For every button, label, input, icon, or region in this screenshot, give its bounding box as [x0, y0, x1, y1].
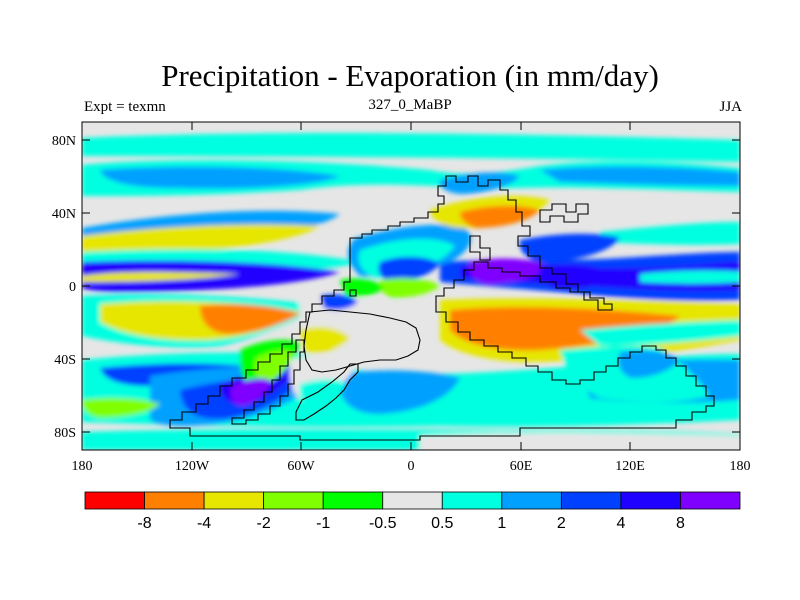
- colorbar-swatch-7: [501, 491, 562, 510]
- colorbar-swatch-2: [203, 491, 265, 510]
- lat-label-80n: 80N: [52, 134, 76, 149]
- lat-label-40s: 40S: [54, 353, 76, 368]
- colorbar-swatch-1: [144, 491, 205, 510]
- colorbar-label-5: 0.5: [431, 515, 453, 532]
- colorbar-swatch-6: [441, 491, 503, 510]
- lat-label-80s: 80S: [54, 426, 76, 441]
- colorbar-swatch-9: [620, 491, 681, 510]
- lon-label-180e: 180: [730, 459, 751, 474]
- lat-label-40n: 40N: [52, 207, 76, 222]
- lat-axis: 80N 40N 0 40S 80S: [52, 134, 740, 441]
- colorbar-label-2: -2: [257, 515, 271, 532]
- season-label: JJA: [719, 99, 742, 115]
- period-label: 327_0_MaBP: [368, 97, 452, 113]
- chart-title: Precipitation - Evaporation (in mm/day): [161, 58, 659, 93]
- lon-label-120w: 120W: [175, 459, 210, 474]
- lon-label-180w: 180: [72, 459, 93, 474]
- colorbar-swatch-8: [560, 491, 622, 510]
- colorbar-label-1: -4: [197, 515, 211, 532]
- experiment-label: Expt = texmn: [84, 99, 166, 115]
- lon-label-120e: 120E: [615, 459, 645, 474]
- colorbar-swatch-10: [680, 491, 741, 510]
- colorbar-label-8: 4: [616, 515, 625, 532]
- lon-label-60w: 60W: [287, 459, 315, 474]
- colorbar-swatch-3: [263, 491, 324, 510]
- colorbar-label-9: 8: [676, 515, 685, 532]
- colorbar-swatch-4: [322, 491, 384, 510]
- colorbar-swatch-5: [382, 491, 443, 510]
- lat-label-equator: 0: [69, 280, 76, 295]
- lon-axis: 180 120W 60W 0 60E 120E 180: [72, 122, 751, 474]
- colorbar-label-7: 2: [557, 515, 566, 532]
- colorbar-label-4: -0.5: [369, 515, 397, 532]
- colorbar: -8 -4 -2 -1 -0.5 0.5 1 2 4 8: [84, 491, 741, 532]
- colorbar-label-3: -1: [316, 515, 330, 532]
- colorbar-label-0: -8: [137, 515, 151, 532]
- colorbar-swatch-0: [84, 491, 145, 510]
- coastline: [169, 175, 715, 441]
- precip-field: [82, 122, 740, 450]
- lon-label-0: 0: [408, 459, 415, 474]
- lon-label-60e: 60E: [510, 459, 533, 474]
- colorbar-label-6: 1: [497, 515, 506, 532]
